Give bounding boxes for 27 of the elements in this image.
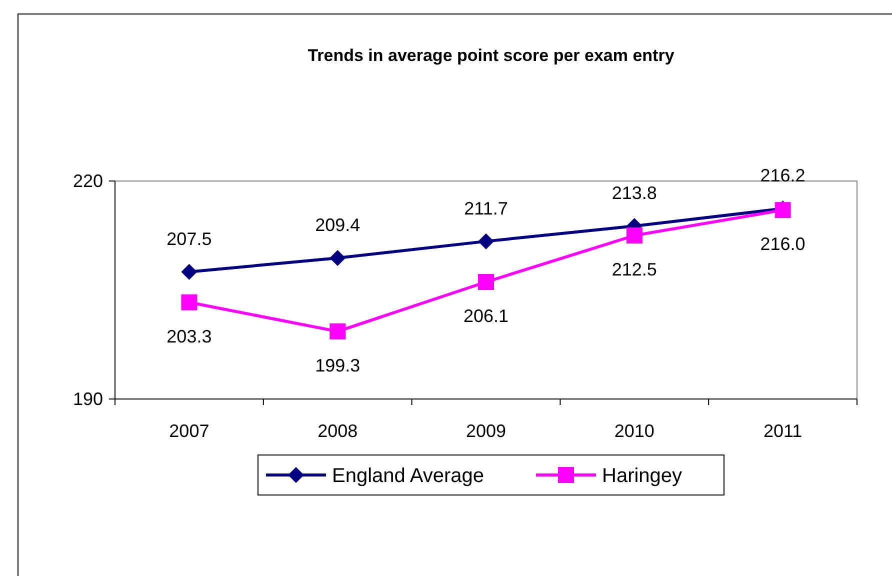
- data-label: 209.4: [315, 215, 360, 236]
- x-tick-label: 2009: [466, 421, 506, 441]
- point: [478, 233, 494, 250]
- data-label: 211.7: [464, 198, 508, 218]
- data-label: 216.0: [760, 234, 806, 254]
- data-label: 199.3: [315, 355, 360, 376]
- data-label: 212.5: [612, 260, 657, 280]
- x-tick-label: 2011: [763, 421, 802, 441]
- point: [330, 323, 346, 340]
- x-tick-label: 2007: [169, 421, 210, 441]
- y-tick-label: 220: [72, 171, 103, 191]
- data-label: 203.3: [166, 326, 212, 346]
- data-label: 213.8: [612, 183, 657, 204]
- point: [181, 294, 198, 310]
- point: [330, 250, 346, 266]
- data-label: 216.2: [760, 166, 806, 186]
- x-tick-label: 2010: [614, 421, 654, 441]
- point: [626, 228, 642, 244]
- point: [478, 274, 494, 290]
- legend-label: England Average: [332, 465, 484, 487]
- y-tick-label: 190: [72, 389, 103, 409]
- data-label: 207.5: [166, 228, 212, 249]
- point: [181, 264, 198, 280]
- chart-title: Trends in average point score per exam entry: [308, 46, 675, 65]
- data-label: 206.1: [463, 306, 509, 326]
- x-tick-label: 2008: [318, 421, 358, 441]
- legend-label: Haringey: [602, 465, 682, 487]
